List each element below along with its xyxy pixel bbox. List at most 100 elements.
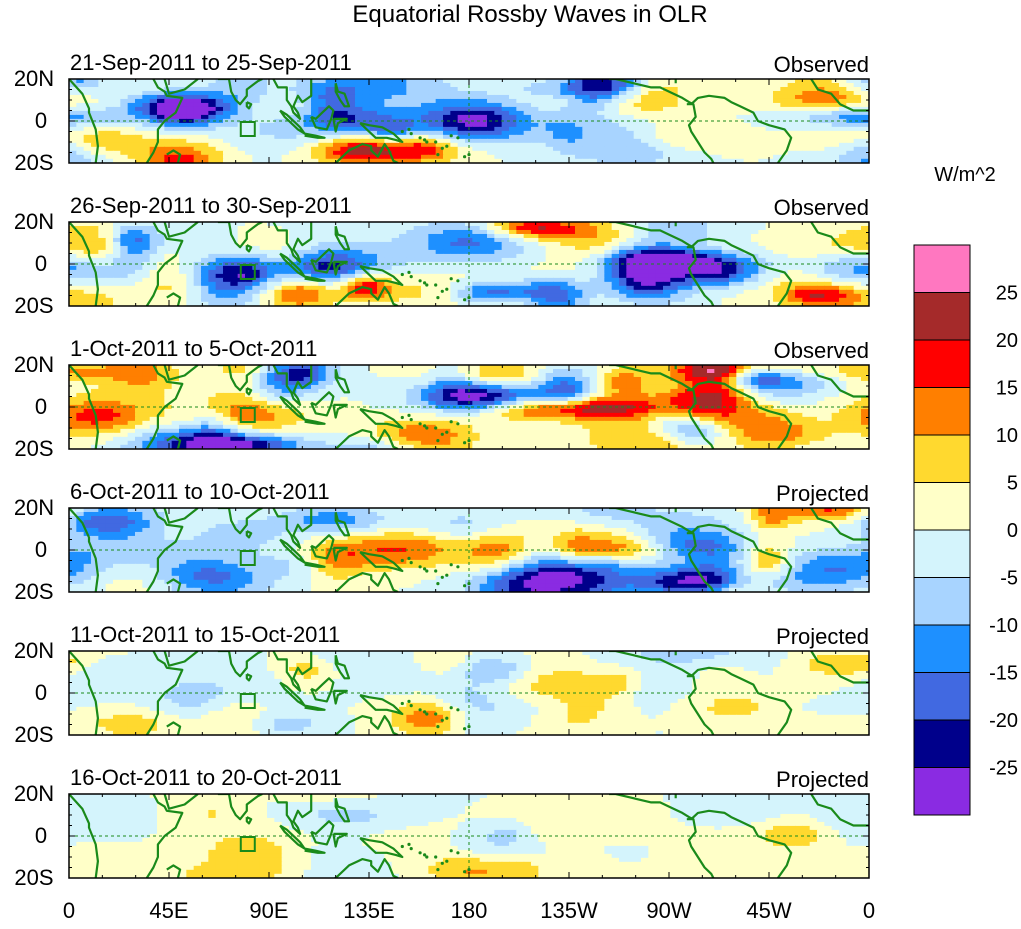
olr-cell xyxy=(135,99,143,104)
olr-cell xyxy=(575,230,583,235)
olr-cell xyxy=(208,135,216,140)
olr-cell xyxy=(861,103,869,108)
olr-cell xyxy=(494,258,502,263)
olr-cell xyxy=(106,103,114,108)
olr-cell xyxy=(736,234,744,239)
olr-cell xyxy=(634,143,642,148)
olr-cell xyxy=(509,99,517,104)
olr-cell xyxy=(648,143,656,148)
olr-cell xyxy=(69,127,77,132)
olr-cell xyxy=(546,135,554,140)
olr-cell xyxy=(751,274,759,279)
olr-cell xyxy=(230,294,238,299)
olr-cell xyxy=(450,111,458,116)
olr-cell xyxy=(223,131,231,136)
olr-cell xyxy=(494,147,502,152)
olr-cell xyxy=(458,95,466,100)
y-tick-label: 0 xyxy=(35,108,47,133)
olr-cell xyxy=(568,99,576,104)
olr-cell xyxy=(392,234,400,239)
olr-cell xyxy=(135,250,143,255)
olr-cell xyxy=(538,290,546,295)
olr-cell xyxy=(260,95,268,100)
olr-cell xyxy=(355,270,363,275)
olr-cell xyxy=(428,147,436,152)
olr-cell xyxy=(436,274,444,279)
olr-cell xyxy=(524,147,532,152)
olr-cell xyxy=(230,155,238,160)
olr-cell xyxy=(135,147,143,152)
olr-cell xyxy=(516,294,524,299)
olr-cell xyxy=(179,282,187,287)
olr-cell xyxy=(509,83,517,88)
olr-cell xyxy=(179,107,187,112)
olr-cell xyxy=(472,238,480,243)
olr-cell xyxy=(113,115,121,120)
olr-cell xyxy=(582,83,590,88)
olr-cell xyxy=(392,107,400,112)
olr-cell xyxy=(736,87,744,92)
olr-cell xyxy=(670,286,678,291)
olr-cell xyxy=(98,230,106,235)
olr-cell xyxy=(487,135,495,140)
olr-cell xyxy=(340,135,348,140)
olr-cell xyxy=(700,266,708,271)
olr-cell xyxy=(502,266,510,271)
olr-cell xyxy=(172,127,180,132)
olr-cell xyxy=(348,115,356,120)
olr-cell xyxy=(612,250,620,255)
olr-cell xyxy=(120,286,128,291)
olr-cell xyxy=(494,87,502,92)
olr-cell xyxy=(289,234,297,239)
olr-cell xyxy=(560,230,568,235)
olr-cell xyxy=(377,139,385,144)
olr-cell xyxy=(304,282,312,287)
olr-cell xyxy=(135,155,143,160)
olr-cell xyxy=(274,294,282,299)
olr-cell xyxy=(626,103,634,108)
olr-cell xyxy=(245,294,253,299)
olr-cell xyxy=(150,274,158,279)
olr-cell xyxy=(568,95,576,100)
olr-cell xyxy=(817,111,825,116)
olr-cell xyxy=(142,107,150,112)
olr-cell xyxy=(861,147,869,152)
olr-cell xyxy=(260,290,268,295)
olr-cell xyxy=(575,258,583,263)
olr-cell xyxy=(634,147,642,152)
olr-cell xyxy=(252,250,260,255)
olr-cell xyxy=(480,91,488,96)
olr-cell xyxy=(626,250,634,255)
olr-cell xyxy=(810,246,818,251)
olr-cell xyxy=(164,143,172,148)
olr-cell xyxy=(384,83,392,88)
olr-cell xyxy=(289,282,297,287)
olr-cell xyxy=(392,254,400,259)
olr-cell xyxy=(194,242,202,247)
olr-cell xyxy=(758,131,766,136)
olr-cell xyxy=(773,258,781,263)
olr-cell xyxy=(626,147,634,152)
olr-cell xyxy=(604,147,612,152)
olr-cell xyxy=(524,135,532,140)
olr-cell xyxy=(142,254,150,259)
olr-cell xyxy=(744,91,752,96)
olr-cell xyxy=(773,95,781,100)
olr-cell xyxy=(326,290,334,295)
olr-cell xyxy=(560,147,568,152)
olr-cell xyxy=(846,95,854,100)
olr-cell xyxy=(370,115,378,120)
olr-cell xyxy=(384,99,392,104)
olr-cell xyxy=(414,286,422,291)
olr-cell xyxy=(421,242,429,247)
olr-cell xyxy=(392,111,400,116)
olr-cell xyxy=(106,83,114,88)
olr-cell xyxy=(326,238,334,243)
olr-cell xyxy=(260,242,268,247)
island xyxy=(434,140,437,143)
olr-cell xyxy=(516,111,524,116)
olr-cell xyxy=(560,250,568,255)
olr-cell xyxy=(546,107,554,112)
olr-cell xyxy=(824,286,832,291)
